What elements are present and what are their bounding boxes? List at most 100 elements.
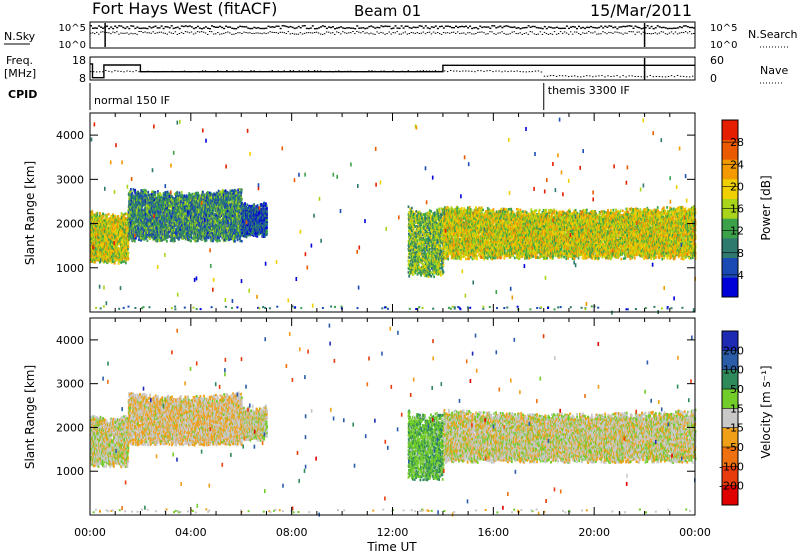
noise-sky-point bbox=[100, 26, 103, 28]
noise-search-point bbox=[572, 33, 574, 35]
noise-sky-point bbox=[194, 27, 197, 29]
noise-search-point bbox=[166, 33, 168, 35]
nave-point bbox=[96, 71, 98, 73]
nave-point bbox=[625, 76, 627, 78]
noise-search-point bbox=[676, 33, 679, 35]
power-echo-cell bbox=[121, 229, 124, 232]
nave-point bbox=[217, 70, 219, 72]
power-echo-cell bbox=[97, 253, 99, 257]
noise-search-point bbox=[188, 32, 191, 34]
nave-point bbox=[171, 70, 174, 72]
nave-point bbox=[504, 70, 506, 72]
nave-point bbox=[338, 70, 340, 72]
noise-sky-point bbox=[473, 27, 476, 29]
noise-sky-point bbox=[487, 26, 490, 28]
noise-sky-point bbox=[368, 25, 371, 28]
noise-search-point bbox=[475, 33, 477, 34]
nave-point bbox=[489, 70, 491, 72]
power-echo-cell bbox=[98, 240, 101, 244]
noise-sky-point bbox=[459, 26, 462, 28]
noise-search-point bbox=[325, 31, 328, 33]
power-echo-cell bbox=[104, 240, 106, 243]
noise-search-point bbox=[154, 32, 156, 34]
power-echo-cell bbox=[141, 204, 144, 207]
nave-point bbox=[274, 71, 276, 73]
power-echo-cell bbox=[100, 240, 102, 243]
noise-search-point bbox=[465, 33, 467, 35]
noise-search-point bbox=[281, 31, 283, 33]
noise-search-point bbox=[354, 33, 356, 35]
nave-point bbox=[495, 70, 497, 72]
nave-point bbox=[180, 70, 183, 72]
nave-point bbox=[459, 70, 461, 72]
power-echo-cell bbox=[145, 194, 148, 197]
nave-point bbox=[280, 71, 282, 73]
noise-search-point bbox=[444, 32, 447, 34]
nave-point bbox=[413, 71, 416, 73]
power-echo-cell bbox=[127, 245, 130, 248]
power-echo-cell bbox=[91, 241, 93, 244]
nave-point bbox=[664, 76, 667, 78]
noise-sky-point bbox=[650, 25, 653, 28]
noise-sky-point bbox=[555, 26, 558, 28]
power-echo-cell bbox=[93, 229, 95, 232]
noise-sky-point bbox=[491, 25, 494, 27]
noise-sky-point bbox=[531, 25, 534, 28]
noise-sky-point bbox=[576, 27, 578, 30]
noise-sky-point bbox=[434, 25, 437, 27]
noise-sky-point bbox=[442, 27, 445, 29]
noise-search-point bbox=[602, 31, 604, 33]
power-echo-cell bbox=[118, 233, 121, 236]
noise-sky-point bbox=[136, 26, 139, 28]
noise-search-point bbox=[229, 32, 231, 34]
nave-point bbox=[528, 71, 530, 73]
noise-sky-point bbox=[565, 25, 568, 27]
noise-sky-point bbox=[108, 27, 111, 30]
nave-point bbox=[201, 70, 204, 72]
noise-sky-point bbox=[630, 25, 633, 27]
noise-search-point bbox=[307, 32, 310, 34]
noise-sky-point bbox=[515, 27, 518, 29]
nave-point bbox=[383, 70, 385, 72]
power-echo-cell bbox=[138, 205, 141, 208]
noise-search-point bbox=[461, 32, 463, 34]
noise-search-point bbox=[674, 31, 677, 33]
power-echo-cell bbox=[143, 214, 146, 217]
noise-sky-point bbox=[414, 26, 417, 29]
noise-sky-point bbox=[263, 27, 266, 30]
power-echo-cell bbox=[140, 236, 142, 240]
nave-point bbox=[232, 70, 234, 72]
power-echo-cell bbox=[115, 239, 117, 242]
noise-sky-point bbox=[499, 25, 502, 27]
noise-search-point bbox=[422, 31, 425, 33]
nave-point bbox=[564, 75, 567, 77]
noise-search-point bbox=[582, 32, 584, 34]
noise-search-point bbox=[128, 33, 130, 35]
noise-search-point bbox=[438, 33, 441, 35]
noise-sky-point bbox=[666, 27, 669, 30]
noise-search-point bbox=[410, 32, 413, 33]
power-echo-cell bbox=[114, 214, 116, 218]
noise-sky-point bbox=[539, 27, 542, 29]
noise-sky-point bbox=[392, 27, 395, 29]
power-echo-cell bbox=[101, 235, 104, 238]
noise-sky-point bbox=[313, 28, 316, 30]
noise-search-point bbox=[295, 33, 298, 35]
power-echo-cell bbox=[205, 239, 208, 242]
noise-sky-point bbox=[358, 27, 361, 29]
noise-sky-point bbox=[110, 26, 113, 28]
power-echo-cell bbox=[137, 190, 139, 194]
noise-search-point bbox=[388, 31, 390, 33]
noise-search-point bbox=[555, 33, 558, 35]
noise-sky-point bbox=[372, 26, 375, 28]
noise-sky-point bbox=[654, 27, 657, 29]
noise-sky-point bbox=[404, 25, 407, 27]
noise-search-point bbox=[547, 33, 550, 35]
nave-point bbox=[350, 70, 352, 72]
nave-point bbox=[132, 71, 134, 73]
nave-point bbox=[692, 75, 694, 77]
nave-point bbox=[156, 71, 158, 73]
noise-sky-point bbox=[271, 26, 274, 28]
noise-sky-point bbox=[525, 26, 528, 29]
noise-sky-point bbox=[154, 25, 157, 27]
